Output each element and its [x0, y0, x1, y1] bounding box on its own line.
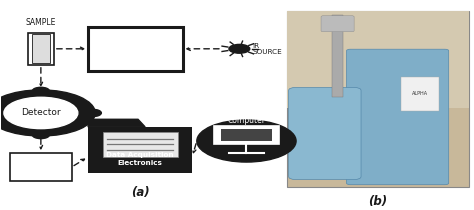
FancyBboxPatch shape	[88, 27, 182, 71]
Text: Computer: Computer	[228, 116, 265, 125]
Text: SAMPLE: SAMPLE	[26, 18, 56, 27]
FancyBboxPatch shape	[289, 88, 361, 180]
FancyBboxPatch shape	[346, 49, 449, 185]
Text: Amplifier: Amplifier	[20, 163, 62, 172]
FancyBboxPatch shape	[28, 33, 54, 65]
Text: Detector: Detector	[21, 108, 61, 117]
Text: IR
SOURCE: IR SOURCE	[253, 43, 283, 55]
Text: (a): (a)	[131, 186, 149, 199]
FancyBboxPatch shape	[321, 16, 354, 32]
FancyBboxPatch shape	[88, 127, 192, 173]
FancyBboxPatch shape	[32, 34, 50, 63]
FancyBboxPatch shape	[287, 11, 469, 187]
FancyBboxPatch shape	[332, 15, 343, 97]
FancyBboxPatch shape	[287, 11, 469, 108]
Circle shape	[84, 109, 101, 117]
Circle shape	[32, 131, 49, 139]
FancyBboxPatch shape	[221, 129, 272, 141]
FancyBboxPatch shape	[103, 131, 178, 157]
Text: Data Acquisition
Electronics: Data Acquisition Electronics	[106, 152, 174, 166]
FancyBboxPatch shape	[10, 153, 72, 181]
Circle shape	[0, 90, 95, 136]
Text: (b): (b)	[368, 195, 387, 208]
Circle shape	[197, 120, 296, 162]
Circle shape	[4, 97, 78, 129]
Polygon shape	[88, 119, 145, 127]
Text: Interferometer: Interferometer	[97, 44, 173, 54]
FancyBboxPatch shape	[214, 126, 279, 144]
FancyBboxPatch shape	[401, 77, 439, 111]
Text: ALPHA: ALPHA	[412, 91, 428, 96]
Circle shape	[229, 44, 250, 53]
Circle shape	[32, 87, 49, 94]
